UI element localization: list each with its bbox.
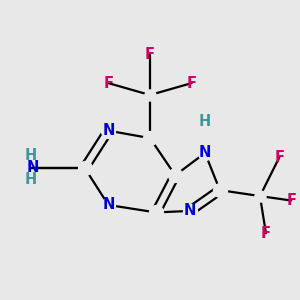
Text: F: F: [145, 47, 155, 62]
Text: N: N: [102, 197, 115, 212]
Text: H: H: [25, 148, 37, 164]
Text: N: N: [26, 160, 39, 175]
Text: N: N: [199, 146, 211, 160]
Text: N: N: [102, 123, 115, 138]
Text: F: F: [187, 76, 196, 91]
Text: N: N: [184, 203, 196, 218]
Text: H: H: [25, 172, 37, 187]
Text: F: F: [103, 76, 113, 91]
Text: F: F: [261, 226, 271, 241]
Text: F: F: [286, 193, 296, 208]
Text: H: H: [199, 114, 211, 129]
Text: F: F: [274, 150, 284, 165]
